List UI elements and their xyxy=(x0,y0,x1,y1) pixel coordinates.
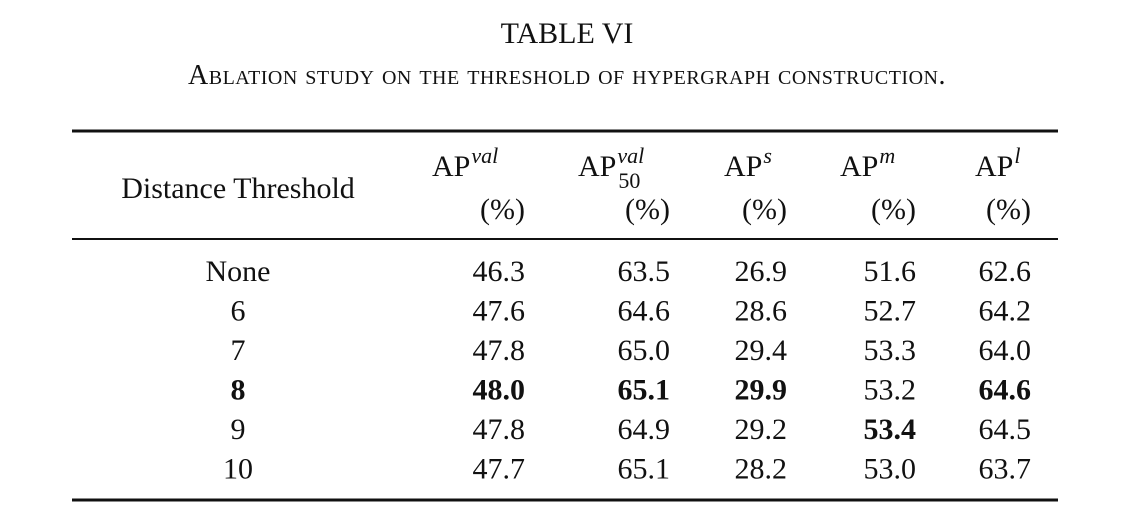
header-sub: 50 xyxy=(618,168,640,193)
table-cell: 63.5 xyxy=(618,255,671,288)
table-cell: 62.6 xyxy=(979,255,1032,288)
table-cell: 64.0 xyxy=(979,334,1032,367)
table-cell: 64.2 xyxy=(979,295,1032,328)
table-cell: 47.8 xyxy=(473,334,526,367)
table-cell: 63.7 xyxy=(979,453,1032,486)
table-title: TABLE VI xyxy=(501,17,634,50)
table-cell: 29.2 xyxy=(735,413,788,446)
table-cell: 53.3 xyxy=(864,334,917,367)
header-unit: (%) xyxy=(742,193,787,226)
header-base: AP xyxy=(840,150,878,183)
table-cell: 65.1 xyxy=(618,453,671,486)
table-cell: 64.5 xyxy=(979,413,1032,446)
header-unit: (%) xyxy=(480,193,525,226)
header-base: AP xyxy=(975,150,1013,183)
table-cell: 8 xyxy=(231,374,246,407)
table-cell: 6 xyxy=(231,295,246,328)
header-sup: val xyxy=(617,143,644,168)
table-cell: 29.4 xyxy=(735,334,788,367)
table-cell: 10 xyxy=(223,453,253,486)
header-sup: val xyxy=(471,143,498,168)
table-cell: 65.1 xyxy=(618,374,671,407)
table-cell: 64.6 xyxy=(979,374,1032,407)
table-cell: 47.7 xyxy=(473,453,526,486)
header-sup: s xyxy=(763,143,772,168)
header-base: AP xyxy=(432,150,470,183)
table-cell: 7 xyxy=(231,334,246,367)
table-cell: None xyxy=(206,255,271,288)
header-sup: l xyxy=(1014,143,1020,168)
table-cell: 53.4 xyxy=(864,413,917,446)
table-cell: 47.8 xyxy=(473,413,526,446)
table-cell: 28.2 xyxy=(735,453,788,486)
header-base: AP xyxy=(724,150,762,183)
table-cell: 28.6 xyxy=(735,295,788,328)
table-cell: 46.3 xyxy=(473,255,526,288)
header-cell: Distance Threshold xyxy=(121,172,355,205)
table-cell: 29.9 xyxy=(735,374,788,407)
table-cell: 51.6 xyxy=(864,255,917,288)
table-cell: 65.0 xyxy=(618,334,671,367)
table-cell: 52.7 xyxy=(864,295,917,328)
header-unit: (%) xyxy=(625,193,670,226)
table-cell: 47.6 xyxy=(473,295,526,328)
header-base: AP xyxy=(578,150,616,183)
table-cell: 53.0 xyxy=(864,453,917,486)
table-cell: 64.9 xyxy=(618,413,671,446)
table-cell: 48.0 xyxy=(473,374,526,407)
table-cell: 53.2 xyxy=(864,374,917,407)
table-cell: 26.9 xyxy=(735,255,788,288)
table-caption: Ablation study on the threshold of hyper… xyxy=(188,60,946,91)
header-unit: (%) xyxy=(986,193,1031,226)
table-cell: 9 xyxy=(231,413,246,446)
header-unit: (%) xyxy=(871,193,916,226)
header-sup: m xyxy=(879,143,895,168)
table-cell: 64.6 xyxy=(618,295,671,328)
